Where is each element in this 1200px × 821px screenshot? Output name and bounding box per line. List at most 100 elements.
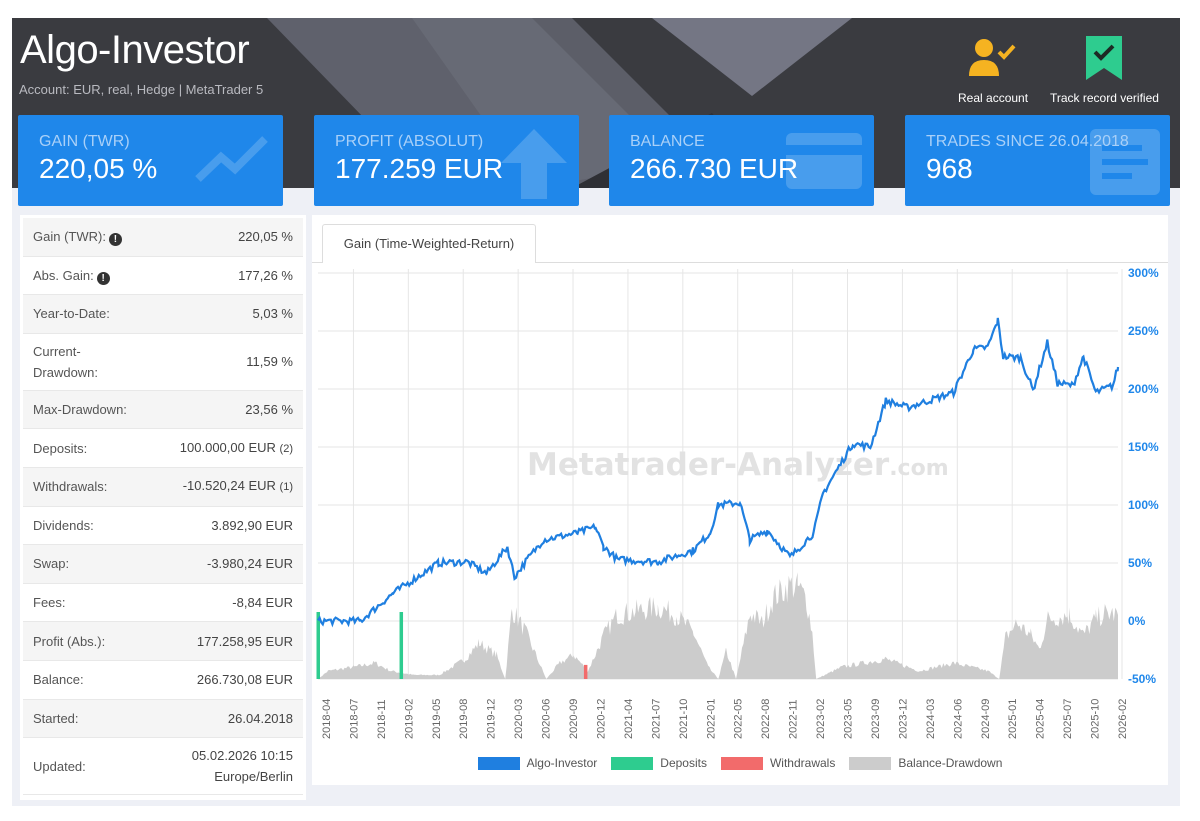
stat-label: Max-Drawdown: (33, 399, 127, 420)
stat-value: -3.980,24 EUR (207, 553, 293, 574)
legend-swatch (720, 756, 763, 770)
stat-row: Year-to-Date: 5,03 % (23, 295, 303, 334)
stat-label: Started: (33, 708, 79, 729)
stat-label: Dividends: (33, 515, 94, 536)
credit-card-icon (786, 133, 862, 189)
deposit-bar (399, 612, 404, 679)
stat-row: Max-Drawdown: 23,56 % (23, 390, 303, 430)
x-tick-label: 2018-04 (321, 699, 333, 739)
legend-item[interactable]: Balance-Drawdown (849, 756, 1002, 770)
info-icon[interactable]: ! (96, 271, 110, 285)
stat-value: 100.000,00 EUR (2) (180, 437, 293, 460)
bookmark-check-icon (1086, 36, 1123, 80)
x-tick-label: 2020-09 (568, 699, 580, 739)
balance-card-value: 266.730 EUR (630, 153, 799, 184)
tab-gain-twr[interactable]: Gain (Time-Weighted-Return) (322, 224, 536, 263)
legend-item[interactable]: Withdrawals (720, 756, 835, 770)
stat-label-text: Fees: (33, 595, 66, 611)
legend-item[interactable]: Algo-Investor (477, 756, 597, 770)
y-tick-label: 100% (1128, 498, 1159, 512)
stat-value: 220,05 % (238, 226, 293, 247)
balance-card-title: BALANCE (630, 133, 705, 150)
x-tick-label: 2021-10 (678, 699, 690, 739)
y-tick-label: 0% (1128, 614, 1146, 628)
x-tick-label: 2024-09 (980, 699, 992, 739)
stat-label: Balance: (33, 669, 84, 690)
x-tick-label: 2025-04 (1035, 699, 1047, 739)
y-tick-label: 200% (1128, 382, 1159, 396)
x-tick-label: 2022-01 (705, 699, 717, 739)
x-tick-label: 2020-06 (541, 699, 553, 739)
account-subtitle: Account: EUR, real, Hedge | MetaTrader 5 (19, 82, 264, 97)
stat-label-text: Swap: (33, 556, 70, 572)
deposit-bar (316, 612, 320, 679)
trending-up-icon (195, 136, 268, 182)
stat-row: Swap: -3.980,24 EUR (23, 545, 303, 584)
stat-value-text: -10.520,24 EUR (182, 478, 276, 494)
gain-card-value: 220,05 % (39, 153, 158, 184)
stat-value-text: 177.258,95 EUR (196, 633, 293, 649)
stat-value: 266.730,08 EUR (197, 669, 293, 690)
x-tick-label: 2019-08 (458, 699, 470, 739)
legend-label: Balance-Drawdown (898, 756, 1003, 770)
legend-item[interactable]: Deposits (611, 756, 707, 770)
stat-label: Profit (Abs.): (33, 631, 105, 652)
stat-value: 177,26 % (238, 265, 293, 286)
x-tick-label: 2023-02 (815, 699, 827, 739)
stat-row: Deposits: 100.000,00 EUR (2) (23, 429, 303, 468)
x-tick-label: 2021-04 (623, 699, 635, 739)
stat-row: Started: 26.04.2018 (23, 699, 303, 739)
stat-label-text: Withdrawals: (33, 479, 108, 495)
stat-count-note: (2) (279, 442, 293, 455)
stat-value: 5,03 % (253, 303, 293, 324)
stat-row: Updated: 05.02.2026 10:15 Europe/Berlin (23, 738, 303, 796)
real-account-badge: Real account (958, 36, 1028, 105)
stat-value: 26.04.2018 (228, 708, 293, 729)
gain-card-title: GAIN (TWR) (39, 133, 130, 150)
stat-value: 05.02.2026 10:15 Europe/Berlin (192, 745, 293, 787)
stat-label-text: Deposits: (33, 440, 88, 456)
stat-value-text: 177,26 % (238, 267, 293, 283)
stat-label: Fees: (33, 592, 66, 613)
stat-row: Fees: -8,84 EUR (23, 584, 303, 623)
withdrawal-bar (583, 664, 588, 679)
watermark-text: Metatrader-Analyzer (527, 447, 890, 483)
trades-card-title: TRADES SINCE 26.04.2018 (926, 133, 1129, 150)
stat-row: Abs. Gain:! 177,26 % (23, 257, 303, 296)
legend-swatch (611, 756, 654, 770)
stat-label-text: Current- Drawdown: (33, 343, 99, 380)
stat-row: Gain (TWR):! 220,05 % (23, 218, 303, 257)
stat-label: Deposits: (33, 438, 87, 459)
stat-value-text: 26.04.2018 (227, 710, 293, 726)
stat-label-text: Started: (33, 710, 79, 726)
x-tick-label: 2023-12 (897, 699, 909, 739)
x-tick-label: 2024-06 (952, 699, 964, 739)
legend-label: Deposits (660, 756, 707, 770)
stat-count-note: (1) (279, 481, 293, 494)
track-record-badge: Track record verified (1050, 36, 1159, 105)
stat-value: 3.892,90 EUR (211, 515, 293, 536)
gain-chart: 300% 250% 200% 150% 100% 50% 0% -50% 2018-04 2018… (316, 266, 1159, 739)
balance-card: BALANCE 266.730 EUR (609, 115, 874, 206)
trades-card-value: 968 (926, 153, 973, 184)
x-tick-label: 2023-09 (870, 699, 882, 739)
x-tick-label: 2020-12 (595, 699, 607, 739)
profit-card-value: 177.259 EUR (335, 153, 504, 184)
y-tick-label: 250% (1128, 324, 1159, 338)
x-tick-label: 2021-07 (650, 699, 662, 739)
stat-row: Current- Drawdown: 11,59 % (23, 334, 303, 391)
stat-label-text: Balance: (33, 672, 84, 688)
x-tick-label: 2019-02 (403, 699, 415, 739)
info-icon[interactable]: ! (108, 233, 122, 247)
stat-row: Profit (Abs.): 177.258,95 EUR (23, 622, 303, 661)
y-tick-label: 300% (1128, 266, 1159, 280)
user-check-icon (969, 39, 1016, 76)
stat-label: Current- Drawdown: (33, 341, 98, 383)
stat-value: 11,59 % (246, 351, 293, 372)
y-tick-label: 150% (1128, 440, 1159, 454)
stat-value-text: 11,59 % (246, 354, 293, 370)
x-tick-label: 2019-05 (431, 699, 443, 739)
profit-card-title: PROFIT (ABSOLUT) (335, 133, 484, 150)
x-tick-label: 2022-11 (788, 699, 800, 739)
x-tick-label: 2025-07 (1062, 699, 1074, 739)
